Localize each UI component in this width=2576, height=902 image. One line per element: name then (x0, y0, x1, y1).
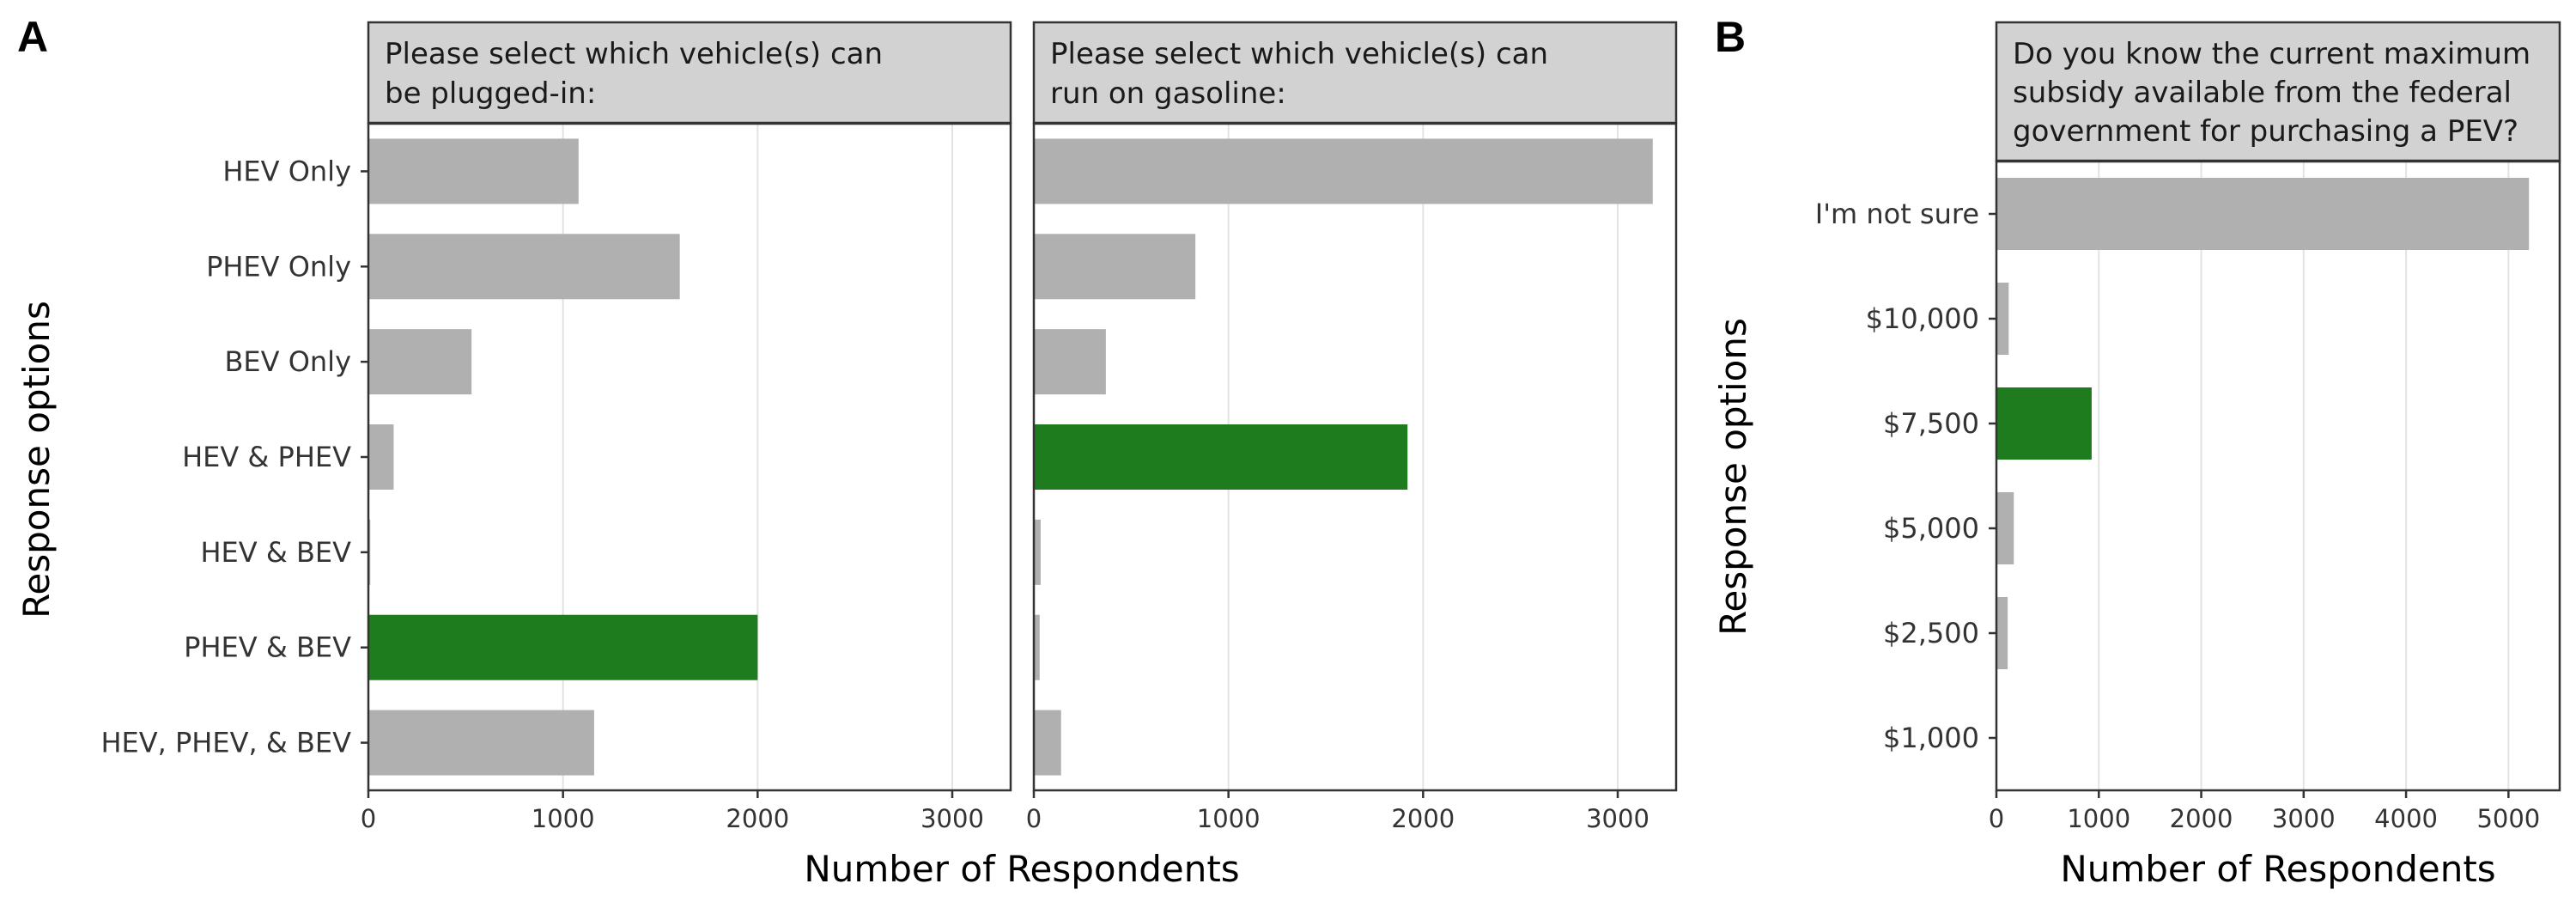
panel-b-facet: Do you know the current maximum subsidy … (1989, 21, 2561, 833)
facet-2-frame (1032, 122, 1678, 792)
facet-1-x-tick-label-3: 3000 (920, 804, 984, 833)
panel-b-letter: B (1715, 13, 1746, 61)
panel-a-x-axis-title: Number of Respondents (804, 848, 1239, 890)
panel-b-x-tick-label-4: 4000 (2374, 804, 2438, 833)
facet-1-title-line-2: be plugged-in: (385, 76, 596, 111)
panel-b-bar-0 (1996, 178, 2530, 250)
facet-1-category-label-2: BEV Only (224, 345, 351, 378)
facet-2-bar-5 (1034, 614, 1040, 680)
panel-b-category-labels: I'm not sure $10,000 $7,500 $5,000 $2,500 $1,… (1815, 198, 1996, 754)
facet-1-bar-5 (368, 614, 758, 680)
panel-a-facet-2: Please select which vehicle(s) can run o… (1026, 21, 1678, 833)
panel-b-category-label-0: I'm not sure (1815, 198, 1979, 230)
facet-2-strip (1032, 21, 1678, 125)
panel-a-category-labels: HEV Only PHEV Only BEV Only HEV & PHEV HEV &… (100, 155, 368, 759)
facet-2-bar-3 (1034, 424, 1408, 490)
panel-b-category-label-4: $2,500 (1883, 617, 1979, 649)
facet-2-x-tick-label-3: 3000 (1586, 804, 1649, 833)
facet-1-x-tick-label-2: 2000 (726, 804, 789, 833)
panel-b-bar-2 (1996, 387, 2092, 460)
panel-b-x-tick-label-3: 3000 (2272, 804, 2336, 833)
facet-1-category-label-3: HEV & PHEV (182, 441, 351, 473)
facet-2-bar-4 (1034, 519, 1041, 585)
panel-b-frame (1995, 160, 2561, 792)
facet-2-bar-1 (1034, 234, 1196, 300)
facet-2-bar-6 (1034, 710, 1061, 776)
panel-b-x-tick-label-0: 0 (1989, 804, 2004, 833)
facet-2-title-line-2: run on gasoline: (1050, 76, 1286, 111)
panel-b-bar-1 (1996, 283, 2009, 355)
facet-1-category-label-0: HEV Only (222, 155, 351, 187)
panel-a-y-axis-title: Response options (15, 301, 58, 619)
facet-2-plot-area: 0 1000 2000 3000 (1026, 122, 1678, 833)
facet-1-category-label-5: PHEV & BEV (184, 631, 351, 664)
facet-1-x-tick-label-1: 1000 (532, 804, 595, 833)
panel-a-facet-1: Please select which vehicle(s) can be pl… (361, 21, 1012, 833)
panel-a-letter: A (17, 13, 48, 61)
panel-b-x-tick-label-5: 5000 (2476, 804, 2540, 833)
facet-2-x-tick-label-2: 2000 (1391, 804, 1455, 833)
facet-1-bar-6 (368, 710, 594, 776)
panel-b-title-line-1: Do you know the current maximum (2013, 37, 2530, 71)
panel-b-title-line-2: subsidy available from the federal (2013, 76, 2512, 110)
panel-b-plot-area: 0 1000 2000 3000 4000 5000 (1989, 160, 2561, 833)
facet-1-bar-3 (368, 424, 394, 490)
facet-1-title-line-1: Please select which vehicle(s) can (385, 37, 883, 71)
facet-1-category-label-1: PHEV Only (206, 250, 351, 283)
facet-2-x-tick-label-0: 0 (1026, 804, 1042, 833)
facet-2-bar-0 (1034, 138, 1653, 204)
facet-2-bar-2 (1034, 329, 1106, 395)
facet-1-bar-0 (368, 138, 579, 204)
panel-b-bar-3 (1996, 492, 2014, 564)
facet-1-category-label-4: HEV & BEV (200, 536, 351, 569)
facet-2-x-tick-label-1: 1000 (1197, 804, 1261, 833)
panel-b-category-label-5: $1,000 (1883, 722, 1979, 754)
facet-1-strip (367, 21, 1012, 125)
panel-b-x-axis-title: Number of Respondents (2060, 848, 2495, 890)
facet-2-title-line-1: Please select which vehicle(s) can (1050, 37, 1548, 71)
panel-b-title-line-3: government for purchasing a PEV? (2013, 114, 2518, 149)
facet-1-x-tick-label-0: 0 (361, 804, 376, 833)
panel-b-category-label-1: $10,000 (1866, 302, 1979, 335)
panel-b-y-axis-title: Response options (1712, 318, 1754, 636)
panel-b-category-label-2: $7,500 (1883, 407, 1979, 440)
panel-b-strip (1995, 21, 2561, 162)
panel-b-bar-4 (1996, 597, 2008, 669)
panel-b-category-label-3: $5,000 (1883, 512, 1979, 545)
panel-b-x-tick-label-1: 1000 (2067, 804, 2130, 833)
panel-b-x-tick-label-2: 2000 (2170, 804, 2233, 833)
facet-1-bar-2 (368, 329, 472, 395)
facet-1-category-label-6: HEV, PHEV, & BEV (100, 727, 351, 759)
facet-1-bar-1 (368, 234, 680, 300)
